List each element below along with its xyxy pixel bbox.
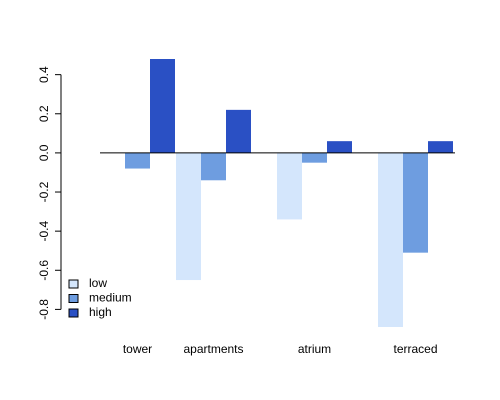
legend-swatch-high: [68, 308, 79, 318]
bar-terraced-low: [378, 152, 403, 327]
bar-terraced-medium: [403, 152, 428, 253]
legend-label-high: high: [89, 305, 112, 319]
legend-swatch-low: [68, 279, 79, 289]
bar-atrium-low: [277, 152, 302, 220]
legend-label-medium: medium: [89, 291, 132, 305]
bar-terraced-high: [428, 141, 453, 153]
category-labels: tower apartments atrium terraced: [123, 342, 438, 356]
legend-label-low: low: [89, 276, 107, 290]
bar-tower-high: [150, 59, 175, 153]
y-axis: -0.8 -0.6 -0.4 -0.2 0.0 0.2 0.4: [37, 66, 62, 320]
y-tick-label: -0.8: [37, 299, 51, 320]
y-tick-label: -0.4: [37, 220, 51, 241]
bar-apartments-medium: [201, 152, 226, 181]
bar-tower-medium: [125, 152, 150, 169]
category-label-atrium: atrium: [298, 342, 331, 356]
y-tick-label: 0.0: [37, 144, 51, 161]
category-label-apartments: apartments: [183, 342, 243, 356]
bar-apartments-low: [176, 152, 201, 281]
y-tick-label: -0.2: [37, 181, 51, 202]
category-label-terraced: terraced: [393, 342, 437, 356]
bars: [125, 59, 453, 327]
category-label-tower: tower: [123, 342, 152, 356]
y-tick-label: 0.2: [37, 105, 51, 122]
y-tick-label: -0.6: [37, 260, 51, 281]
bar-apartments-high: [226, 109, 251, 153]
bar-atrium-medium: [302, 152, 327, 163]
legend-swatch-medium: [68, 294, 79, 303]
y-tick-label: 0.4: [37, 66, 51, 83]
bar-atrium-high: [327, 141, 352, 153]
